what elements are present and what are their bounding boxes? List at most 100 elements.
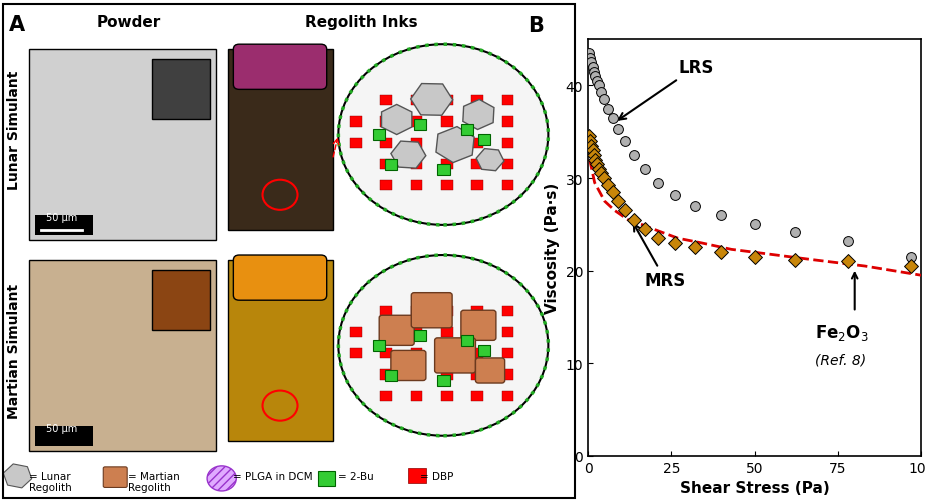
Point [597,175,612,183]
FancyBboxPatch shape [380,316,414,346]
FancyBboxPatch shape [471,138,483,148]
FancyBboxPatch shape [434,338,475,373]
FancyBboxPatch shape [441,328,453,338]
Text: 50 μm: 50 μm [45,213,77,223]
Point [597,96,612,104]
Point [787,228,802,236]
Text: Lunar Simulant: Lunar Simulant [7,71,21,190]
Text: Martian Simulant: Martian Simulant [7,283,21,418]
Point [637,225,652,233]
FancyBboxPatch shape [228,261,332,441]
Point [618,138,632,146]
Point [668,191,682,199]
Point [651,235,666,243]
FancyBboxPatch shape [104,467,127,487]
FancyBboxPatch shape [381,328,392,338]
FancyBboxPatch shape [502,138,513,148]
Point [583,55,598,63]
FancyBboxPatch shape [441,96,453,106]
FancyBboxPatch shape [502,349,513,359]
Point [714,211,729,219]
Text: (Ref. 8): (Ref. 8) [815,352,866,366]
Point [606,188,620,196]
FancyBboxPatch shape [411,293,452,328]
FancyBboxPatch shape [350,117,362,127]
Point [590,78,605,86]
FancyBboxPatch shape [152,60,210,120]
Point [611,198,626,206]
FancyBboxPatch shape [502,117,513,127]
Point [714,248,729,257]
FancyBboxPatch shape [441,307,453,317]
Text: A: A [8,15,25,35]
FancyBboxPatch shape [381,307,392,317]
FancyBboxPatch shape [471,180,483,190]
FancyBboxPatch shape [471,96,483,106]
FancyBboxPatch shape [441,391,453,401]
FancyBboxPatch shape [152,271,210,331]
Y-axis label: Viscosity (Pa·s): Viscosity (Pa·s) [545,182,560,314]
FancyBboxPatch shape [381,349,392,359]
Text: = DBP: = DBP [420,471,454,481]
Text: Fe$_2$O$_3$: Fe$_2$O$_3$ [815,322,869,342]
Point [582,133,596,141]
Point [586,152,601,160]
Point [611,126,626,134]
FancyBboxPatch shape [411,159,422,169]
Point [594,89,608,97]
Point [590,161,605,169]
Text: LRS: LRS [619,59,713,120]
FancyBboxPatch shape [471,370,483,380]
Point [627,152,642,160]
Point [687,244,702,252]
FancyBboxPatch shape [381,138,392,148]
Text: Regolith Inks: Regolith Inks [306,15,418,30]
Point [841,258,856,266]
Text: Powder: Powder [96,15,160,30]
Point [583,138,598,146]
FancyBboxPatch shape [381,96,392,106]
FancyBboxPatch shape [350,328,362,338]
Point [606,115,620,123]
FancyBboxPatch shape [30,50,216,240]
Point [585,64,600,72]
Point [588,156,603,164]
Point [687,202,702,210]
FancyBboxPatch shape [461,311,496,341]
FancyBboxPatch shape [381,391,392,401]
FancyBboxPatch shape [408,468,426,483]
FancyBboxPatch shape [471,159,483,169]
Point [592,165,607,173]
Point [904,263,919,271]
Point [588,73,603,81]
FancyBboxPatch shape [411,96,422,106]
Point [585,147,600,155]
Point [747,253,762,261]
Point [651,179,666,187]
FancyBboxPatch shape [502,159,513,169]
Text: = Martian
Regolith: = Martian Regolith [129,471,180,492]
Point [747,221,762,229]
Text: = Lunar
Regolith: = Lunar Regolith [30,471,72,492]
FancyBboxPatch shape [471,349,483,359]
FancyBboxPatch shape [381,370,392,380]
Text: B: B [528,16,544,36]
FancyBboxPatch shape [381,159,392,169]
Point [601,105,616,113]
Circle shape [207,466,236,491]
FancyBboxPatch shape [233,256,327,301]
FancyBboxPatch shape [502,328,513,338]
FancyBboxPatch shape [233,45,327,90]
Text: 50 μm: 50 μm [45,423,77,433]
Text: MRS: MRS [634,225,686,289]
FancyBboxPatch shape [411,307,422,317]
X-axis label: Shear Stress (Pa): Shear Stress (Pa) [680,480,830,495]
FancyBboxPatch shape [350,138,362,148]
FancyBboxPatch shape [471,307,483,317]
FancyBboxPatch shape [441,138,453,148]
FancyBboxPatch shape [502,391,513,401]
FancyBboxPatch shape [391,351,426,381]
Point [787,256,802,264]
FancyBboxPatch shape [441,117,453,127]
FancyBboxPatch shape [471,117,483,127]
